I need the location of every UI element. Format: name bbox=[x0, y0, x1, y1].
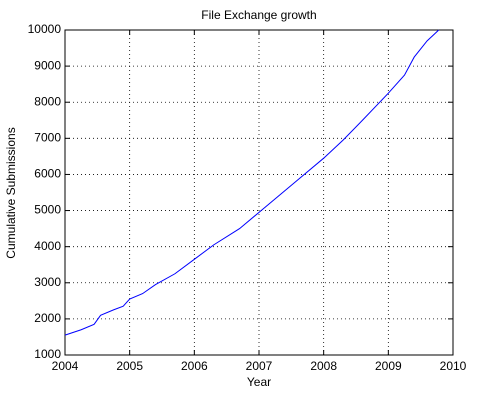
plot-area bbox=[65, 30, 453, 355]
x-tick-label: 2004 bbox=[52, 359, 79, 373]
y-tick-label: 9000 bbox=[34, 58, 61, 72]
x-tick-label: 2006 bbox=[181, 359, 208, 373]
data-line bbox=[64, 29, 440, 336]
y-tick-label: 5000 bbox=[34, 203, 61, 217]
x-axis-label: Year bbox=[247, 375, 271, 389]
y-tick-label: 1000 bbox=[34, 347, 61, 361]
axes-box bbox=[64, 29, 454, 356]
y-tick-label: 10000 bbox=[28, 22, 62, 36]
y-tick-label: 8000 bbox=[34, 94, 61, 108]
y-tick-label: 6000 bbox=[34, 167, 61, 181]
x-tick-label: 2009 bbox=[375, 359, 402, 373]
chart-title: File Exchange growth bbox=[201, 8, 316, 22]
x-tick-label: 2005 bbox=[116, 359, 143, 373]
y-axis-label: Cumulative Submissions bbox=[4, 127, 18, 258]
x-tick-label: 2008 bbox=[310, 359, 337, 373]
y-tick-label: 2000 bbox=[34, 311, 61, 325]
x-tick-label: 2010 bbox=[440, 359, 467, 373]
y-tick-label: 3000 bbox=[34, 275, 61, 289]
y-tick-label: 7000 bbox=[34, 131, 61, 145]
x-tick-label: 2007 bbox=[246, 359, 273, 373]
y-tick-label: 4000 bbox=[34, 239, 61, 253]
